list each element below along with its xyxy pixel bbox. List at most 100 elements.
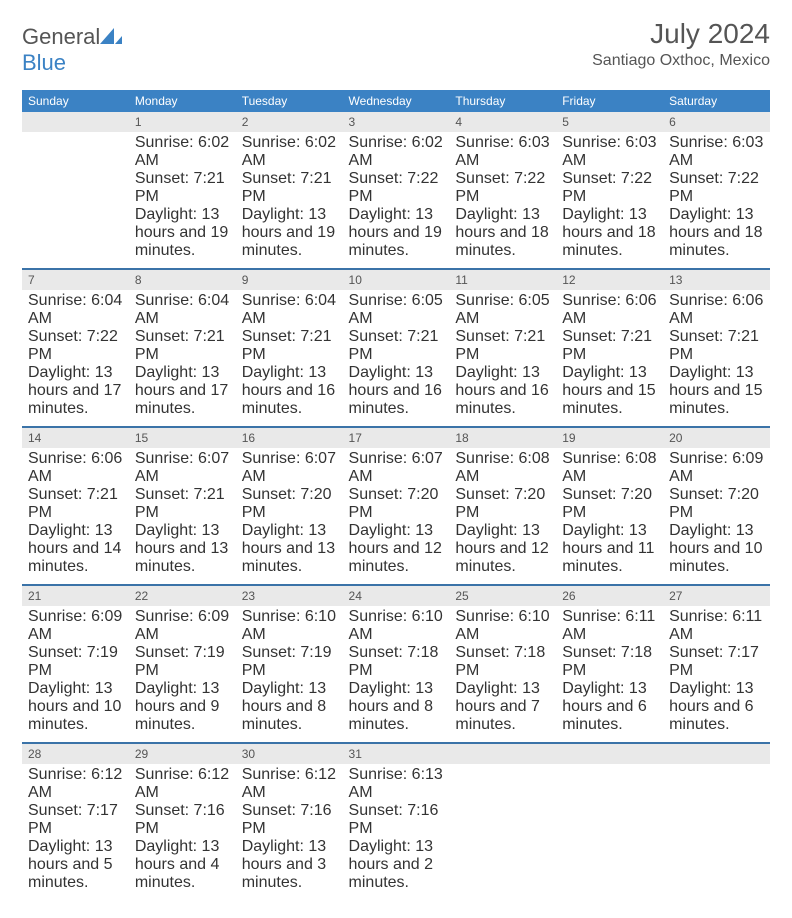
daynum-row: 123456 [22, 112, 770, 132]
sunrise-line: Sunrise: 6:02 AM [135, 134, 230, 170]
sunrise-line: Sunrise: 6:07 AM [349, 450, 444, 486]
calendar-table: Sunday Monday Tuesday Wednesday Thursday… [22, 90, 770, 900]
sunset-line: Sunset: 7:20 PM [455, 486, 550, 522]
sunrise-line: Sunrise: 6:03 AM [669, 134, 764, 170]
sunset-line: Sunset: 7:22 PM [349, 170, 444, 206]
sunset-line: Sunset: 7:21 PM [242, 170, 337, 206]
day-content-cell: Sunrise: 6:11 AMSunset: 7:17 PMDaylight:… [663, 606, 770, 743]
day-number-cell [663, 743, 770, 764]
content-row: Sunrise: 6:06 AMSunset: 7:21 PMDaylight:… [22, 448, 770, 585]
day-content-cell: Sunrise: 6:02 AMSunset: 7:22 PMDaylight:… [343, 132, 450, 269]
day-content-cell: Sunrise: 6:10 AMSunset: 7:18 PMDaylight:… [449, 606, 556, 743]
day-content-cell: Sunrise: 6:11 AMSunset: 7:18 PMDaylight:… [556, 606, 663, 743]
daylight-line: Daylight: 13 hours and 8 minutes. [242, 680, 337, 734]
sunset-line: Sunset: 7:20 PM [349, 486, 444, 522]
day-number-cell: 24 [343, 585, 450, 606]
sunrise-line: Sunrise: 6:06 AM [562, 292, 657, 328]
content-row: Sunrise: 6:12 AMSunset: 7:17 PMDaylight:… [22, 764, 770, 900]
sunset-line: Sunset: 7:18 PM [562, 644, 657, 680]
sunset-line: Sunset: 7:21 PM [135, 328, 230, 364]
dow-wednesday: Wednesday [343, 90, 450, 112]
sunrise-line: Sunrise: 6:03 AM [455, 134, 550, 170]
sunrise-line: Sunrise: 6:04 AM [135, 292, 230, 328]
dow-tuesday: Tuesday [236, 90, 343, 112]
sunrise-line: Sunrise: 6:09 AM [669, 450, 764, 486]
day-content-cell [556, 764, 663, 900]
day-content-cell: Sunrise: 6:04 AMSunset: 7:21 PMDaylight:… [129, 290, 236, 427]
day-number-cell: 29 [129, 743, 236, 764]
logo: General Blue [22, 24, 122, 76]
day-number-cell: 30 [236, 743, 343, 764]
day-number-cell [449, 743, 556, 764]
sunrise-line: Sunrise: 6:13 AM [349, 766, 444, 802]
daylight-line: Daylight: 13 hours and 18 minutes. [455, 206, 550, 260]
daylight-line: Daylight: 13 hours and 4 minutes. [135, 838, 230, 892]
daylight-line: Daylight: 13 hours and 7 minutes. [455, 680, 550, 734]
daylight-line: Daylight: 13 hours and 6 minutes. [669, 680, 764, 734]
sunset-line: Sunset: 7:22 PM [28, 328, 123, 364]
daylight-line: Daylight: 13 hours and 15 minutes. [669, 364, 764, 418]
day-number-cell: 22 [129, 585, 236, 606]
day-content-cell: Sunrise: 6:07 AMSunset: 7:21 PMDaylight:… [129, 448, 236, 585]
day-content-cell [22, 132, 129, 269]
daylight-line: Daylight: 13 hours and 16 minutes. [242, 364, 337, 418]
sunrise-line: Sunrise: 6:05 AM [349, 292, 444, 328]
content-row: Sunrise: 6:04 AMSunset: 7:22 PMDaylight:… [22, 290, 770, 427]
daylight-line: Daylight: 13 hours and 3 minutes. [242, 838, 337, 892]
sunrise-line: Sunrise: 6:04 AM [28, 292, 123, 328]
daylight-line: Daylight: 13 hours and 12 minutes. [455, 522, 550, 576]
daylight-line: Daylight: 13 hours and 5 minutes. [28, 838, 123, 892]
day-number-cell: 19 [556, 427, 663, 448]
sunrise-line: Sunrise: 6:08 AM [562, 450, 657, 486]
day-number-cell: 5 [556, 112, 663, 132]
daynum-row: 78910111213 [22, 269, 770, 290]
day-content-cell: Sunrise: 6:06 AMSunset: 7:21 PMDaylight:… [556, 290, 663, 427]
sunset-line: Sunset: 7:19 PM [28, 644, 123, 680]
logo-triangle-icon [100, 28, 122, 44]
day-content-cell [449, 764, 556, 900]
sunrise-line: Sunrise: 6:11 AM [669, 608, 764, 644]
sunset-line: Sunset: 7:16 PM [349, 802, 444, 838]
day-number-cell: 21 [22, 585, 129, 606]
day-number-cell: 25 [449, 585, 556, 606]
daylight-line: Daylight: 13 hours and 10 minutes. [28, 680, 123, 734]
day-number-cell: 4 [449, 112, 556, 132]
sunrise-line: Sunrise: 6:09 AM [28, 608, 123, 644]
day-content-cell: Sunrise: 6:09 AMSunset: 7:20 PMDaylight:… [663, 448, 770, 585]
month-title: July 2024 [592, 18, 770, 50]
sunrise-line: Sunrise: 6:10 AM [349, 608, 444, 644]
day-number-cell: 11 [449, 269, 556, 290]
day-content-cell: Sunrise: 6:05 AMSunset: 7:21 PMDaylight:… [343, 290, 450, 427]
day-content-cell: Sunrise: 6:03 AMSunset: 7:22 PMDaylight:… [663, 132, 770, 269]
daylight-line: Daylight: 13 hours and 11 minutes. [562, 522, 657, 576]
day-content-cell: Sunrise: 6:02 AMSunset: 7:21 PMDaylight:… [129, 132, 236, 269]
daylight-line: Daylight: 13 hours and 16 minutes. [349, 364, 444, 418]
dow-saturday: Saturday [663, 90, 770, 112]
logo-text: General Blue [22, 24, 122, 76]
sunset-line: Sunset: 7:20 PM [669, 486, 764, 522]
sunrise-line: Sunrise: 6:12 AM [135, 766, 230, 802]
sunset-line: Sunset: 7:21 PM [135, 170, 230, 206]
day-number-cell: 3 [343, 112, 450, 132]
day-content-cell: Sunrise: 6:04 AMSunset: 7:22 PMDaylight:… [22, 290, 129, 427]
day-number-cell: 28 [22, 743, 129, 764]
sunset-line: Sunset: 7:18 PM [455, 644, 550, 680]
content-row: Sunrise: 6:02 AMSunset: 7:21 PMDaylight:… [22, 132, 770, 269]
day-number-cell: 18 [449, 427, 556, 448]
day-number-cell: 23 [236, 585, 343, 606]
sunset-line: Sunset: 7:21 PM [28, 486, 123, 522]
daylight-line: Daylight: 13 hours and 18 minutes. [669, 206, 764, 260]
sunrise-line: Sunrise: 6:07 AM [135, 450, 230, 486]
sunrise-line: Sunrise: 6:04 AM [242, 292, 337, 328]
sunrise-line: Sunrise: 6:02 AM [242, 134, 337, 170]
day-number-cell: 13 [663, 269, 770, 290]
sunset-line: Sunset: 7:21 PM [135, 486, 230, 522]
sunset-line: Sunset: 7:22 PM [562, 170, 657, 206]
day-number-cell [556, 743, 663, 764]
sunset-line: Sunset: 7:20 PM [242, 486, 337, 522]
sunrise-line: Sunrise: 6:02 AM [349, 134, 444, 170]
sunset-line: Sunset: 7:16 PM [135, 802, 230, 838]
dow-thursday: Thursday [449, 90, 556, 112]
day-content-cell: Sunrise: 6:13 AMSunset: 7:16 PMDaylight:… [343, 764, 450, 900]
day-number-cell: 1 [129, 112, 236, 132]
